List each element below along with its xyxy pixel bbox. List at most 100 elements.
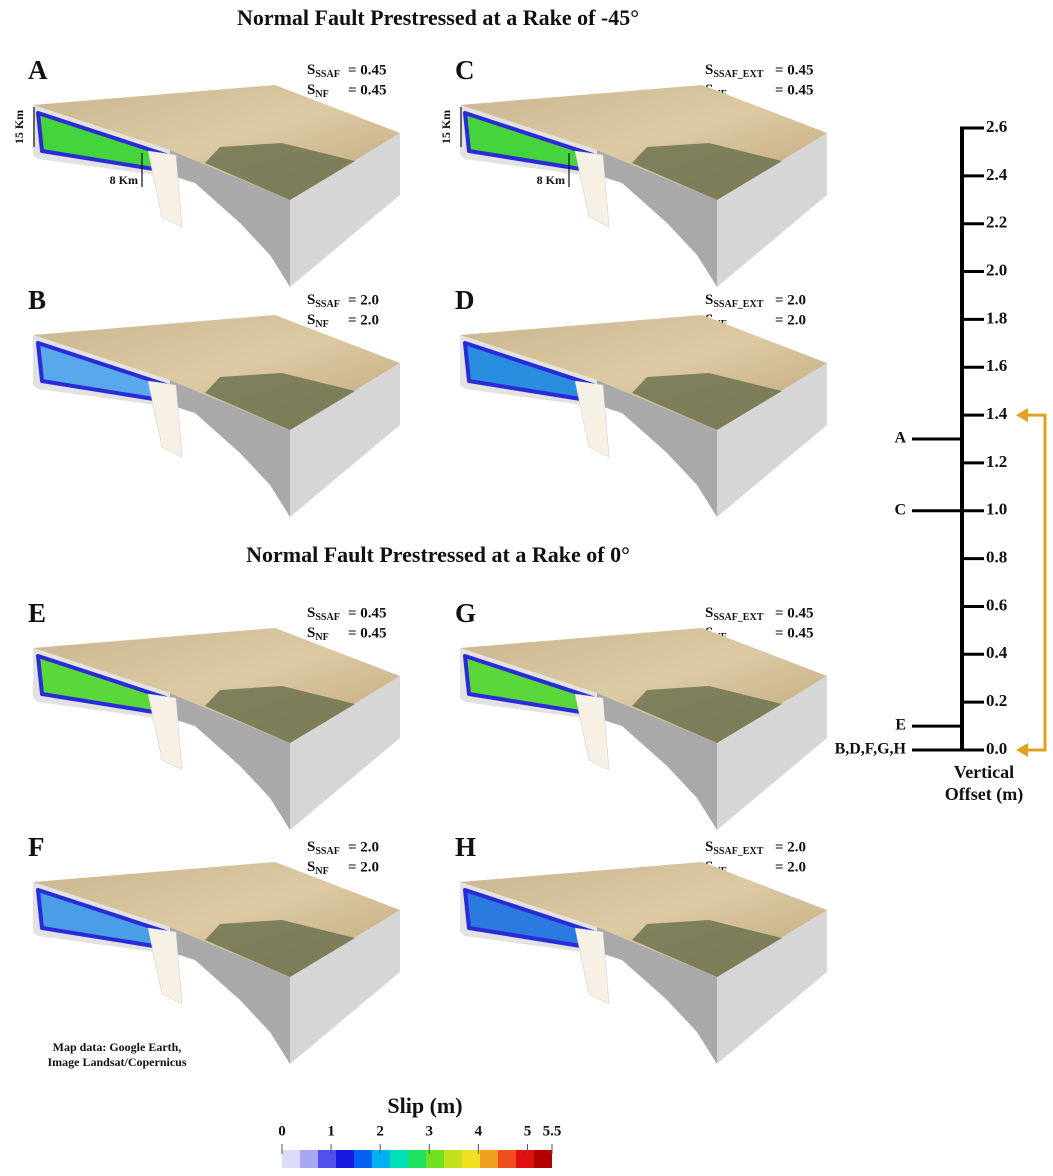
param-value: = 0.45 [348,82,387,98]
scale-label: 15 Km [12,110,26,144]
param-label: SSSAF_EXT [705,605,764,623]
panel: B SSSAF = 2.0 SNF = 2.0 [28,285,400,517]
fault-plane [147,693,183,771]
right-face [290,676,400,830]
param-label: SNF [307,625,329,643]
valley [205,920,355,977]
offset-tick-label: 1.6 [986,356,1007,375]
param-value: = 2.0 [348,859,379,875]
param-subscript: NF [315,319,328,330]
front-face [170,927,290,1064]
colorbar-tick-label: 5 [524,1123,532,1139]
param-label: SSSAF [307,292,340,310]
param-subscript: SSAF [315,69,339,80]
param-subscript: SSAF_EXT [713,612,763,623]
front-face [170,380,290,517]
scale-label: 8 Km [110,173,138,187]
colorbar-title: Slip (m) [387,1093,462,1118]
param-symbol: S [307,859,315,875]
param-label: SNF [307,312,329,330]
right-face [717,676,827,830]
param-symbol: S [705,605,713,621]
param-symbol: S [307,292,315,308]
colorbar-tick-label: 0 [278,1123,286,1139]
param-value: = 0.45 [348,625,387,641]
param-subscript: SSAF [315,612,339,623]
param-value: = 2.0 [348,312,379,328]
colorbar-tick-label: 1 [327,1123,335,1139]
panel: F SSSAF = 2.0 SNF = 2.0 [28,832,400,1064]
right-face [290,910,400,1064]
front-face [170,150,290,287]
fault-plane [574,693,610,771]
scale-label: 15 Km [439,110,453,144]
panel-letter: D [455,285,475,315]
offset-marker-label: E [895,717,906,734]
param-label: SSSAF [307,62,340,80]
param-symbol: S [705,62,713,78]
offset-tick-label: 0.4 [986,643,1008,662]
fault-plane [147,150,183,228]
colorbar [282,1150,552,1168]
valley [632,373,782,430]
panel-letter: F [28,832,45,862]
param-symbol: S [705,292,713,308]
right-face [290,363,400,517]
colorbar-tick-label: 4 [475,1123,483,1139]
offset-tick-label: 0.2 [986,691,1007,710]
valley [205,686,355,743]
fault-plane [147,927,183,1005]
section-title: Normal Fault Prestressed at a Rake of 0° [246,542,630,567]
panel: E SSSAF = 0.45 SNF = 0.45 [28,598,400,830]
param-symbol: S [307,839,315,855]
offset-tick-label: 1.2 [986,452,1007,471]
param-label: SSSAF_EXT [705,62,764,80]
offset-tick-label: 1.0 [986,500,1007,519]
colorbar-tick-label: 5.5 [543,1123,562,1139]
param-label: SSSAF_EXT [705,839,764,857]
param-subscript: NF [315,866,328,877]
valley [632,143,782,200]
colorbar-tick-label: 3 [426,1123,434,1139]
panel-letter: E [28,598,46,628]
param-subscript: SSAF [315,299,339,310]
param-subscript: NF [315,89,328,100]
param-label: SSSAF_EXT [705,292,764,310]
param-value: = 0.45 [775,625,814,641]
valley [205,373,355,430]
fault-plane [574,927,610,1005]
param-label: SNF [307,859,329,877]
panel: A SSSAF = 0.45 SNF = 0.45 15 Km 8 Km [12,55,400,287]
arrow-head [1016,408,1028,423]
colorbar-tick-label: 2 [376,1123,384,1139]
param-value: = 0.45 [348,62,387,78]
fault-plane [574,380,610,458]
param-subscript: NF [315,632,328,643]
offset-tick-label: 2.4 [986,165,1008,184]
panel-letter: A [28,55,48,85]
valley [632,920,782,977]
param-value: = 2.0 [775,839,806,855]
panel-letter: H [455,832,476,862]
param-label: SNF [307,82,329,100]
panel-letter: C [455,55,475,85]
front-face [597,150,717,287]
front-face [597,927,717,1064]
right-face [717,363,827,517]
front-face [597,380,717,517]
offset-tick-label: 1.4 [986,404,1008,423]
param-value: = 2.0 [775,292,806,308]
front-face [170,693,290,830]
offset-tick-label: 0.0 [986,739,1007,758]
offset-marker-label: B,D,F,G,H [835,741,907,758]
param-value: = 0.45 [775,82,814,98]
offset-title: Offset (m) [945,784,1023,805]
attribution: Image Landsat/Copernicus [47,1055,186,1069]
param-subscript: SSAF_EXT [713,846,763,857]
scale-label: 8 Km [537,173,565,187]
valley [205,143,355,200]
